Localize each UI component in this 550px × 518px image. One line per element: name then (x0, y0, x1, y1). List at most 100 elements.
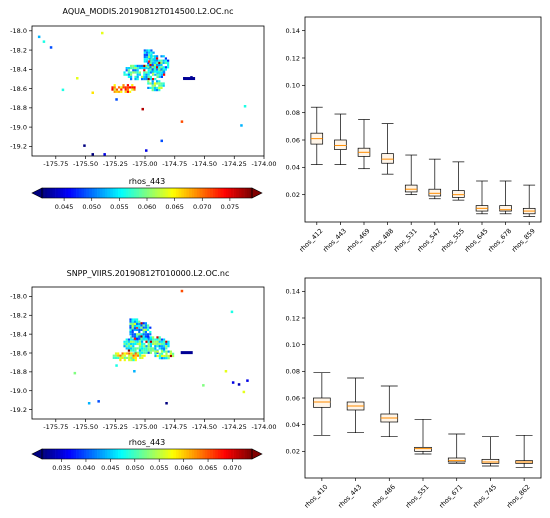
map-pixel (164, 57, 167, 60)
map-pixel (167, 64, 170, 67)
map-pixel (147, 66, 150, 69)
map-pixel (158, 354, 161, 358)
map-pixel (138, 326, 141, 329)
map-pixel (131, 84, 134, 87)
map-pixel (136, 75, 139, 78)
map-y-tick-label: -19.0 (10, 123, 27, 131)
map-pixel (202, 384, 205, 387)
map-pixel (147, 338, 150, 341)
map-pixel (154, 350, 157, 353)
colorbar-segment (241, 188, 245, 198)
map-pixel (127, 345, 130, 348)
colorbar-segment (131, 188, 135, 198)
boxplot-y-tick-label: 0.04 (286, 421, 300, 429)
boxplot-iqr-box (404, 184, 418, 193)
map-pixel (151, 66, 154, 69)
colorbar-segment (123, 188, 127, 198)
map-pixel (140, 324, 143, 327)
map-pixel (147, 333, 150, 336)
map-pixel (61, 88, 65, 92)
map-pixel (127, 69, 130, 72)
map-pixel (162, 59, 165, 62)
map-pixel (160, 59, 163, 62)
map-pixel (162, 61, 165, 64)
map-pixel (149, 340, 152, 343)
map-pixel (136, 73, 139, 76)
map-pixel (183, 77, 196, 81)
colorbar-segment (236, 188, 240, 198)
map-pixel (115, 88, 118, 91)
map-pixel (149, 66, 152, 69)
map-pixel (153, 55, 156, 58)
map-pixel (143, 60, 146, 63)
map-y-tick-label: -18.8 (10, 368, 27, 376)
map-pixel (158, 89, 161, 92)
map-pixel (149, 349, 152, 352)
map-pixel (246, 379, 249, 382)
map-pixel (130, 347, 133, 350)
map-pixel (83, 144, 86, 147)
map-pixel (142, 324, 145, 327)
map-pixel (113, 86, 116, 89)
map-pixel (147, 82, 150, 85)
map-pixel (101, 31, 104, 35)
map-pixel (237, 383, 241, 386)
map-pixel (132, 345, 135, 348)
map-pixel (130, 354, 133, 357)
map-pixel (136, 78, 139, 81)
map-pixel (153, 70, 156, 73)
map-pixel (131, 88, 134, 91)
colorbar-tick-label: 0.045 (101, 464, 120, 472)
map-pixel (169, 352, 172, 355)
boxplot-x-tick-label: rhos_531 (392, 227, 419, 254)
map-pixel (164, 66, 167, 69)
map-pixel (129, 86, 132, 89)
boxplot-x-tick-label: rhos_443 (321, 227, 348, 254)
map-pixel (134, 71, 137, 74)
colorbar-segment (204, 188, 208, 198)
colorbar-segment (73, 449, 77, 459)
map-pixel (127, 342, 130, 346)
colorbar-segment (170, 449, 174, 459)
map-x-tick-label: -174.75 (162, 160, 187, 168)
map-pixel (119, 356, 122, 359)
colorbar-segment (231, 449, 234, 459)
map-pixel (134, 347, 137, 350)
map-pixel (130, 359, 133, 362)
map-pixel (125, 67, 128, 70)
map-pixel (133, 88, 136, 91)
map-pixel (160, 82, 163, 85)
map-pixel (167, 61, 170, 64)
map-pixel (132, 67, 135, 70)
map-pixel (140, 326, 143, 329)
colorbar-segment (152, 188, 156, 198)
map-pixel (76, 77, 79, 80)
colorbar-segment (194, 449, 198, 459)
map-pixel-field (37, 31, 247, 156)
boxplot-x-tick-label: rhos_645 (463, 227, 490, 254)
map-pixel (134, 352, 137, 355)
map-y-tick-label: -18.6 (10, 349, 27, 357)
map-pixel (134, 349, 137, 352)
map-pixel (127, 75, 130, 78)
map-y-tick-label: -19.0 (10, 387, 27, 395)
map-pixel (240, 124, 243, 127)
map-pixel (127, 347, 130, 350)
colorbar-tick-label: 0.060 (138, 203, 157, 211)
map-pixel (156, 89, 159, 92)
boxplot-y-tick-label: 0.02 (286, 448, 300, 456)
map-pixel (136, 335, 139, 338)
colorbar-segment (115, 188, 119, 198)
colorbar-segment (152, 449, 156, 459)
map-pixel (141, 354, 144, 357)
boxplot-x-tick-label: rhos_547 (416, 227, 443, 254)
map-pixel (138, 347, 141, 350)
map-pixel (160, 61, 163, 64)
map-pixel (133, 322, 136, 325)
colorbar-tick-label: 0.065 (199, 464, 218, 472)
colorbar-segment (49, 188, 53, 198)
map-pixel (138, 64, 141, 67)
map-pixel (160, 68, 163, 71)
map-pixel (158, 352, 161, 355)
map-pixel (153, 68, 156, 71)
